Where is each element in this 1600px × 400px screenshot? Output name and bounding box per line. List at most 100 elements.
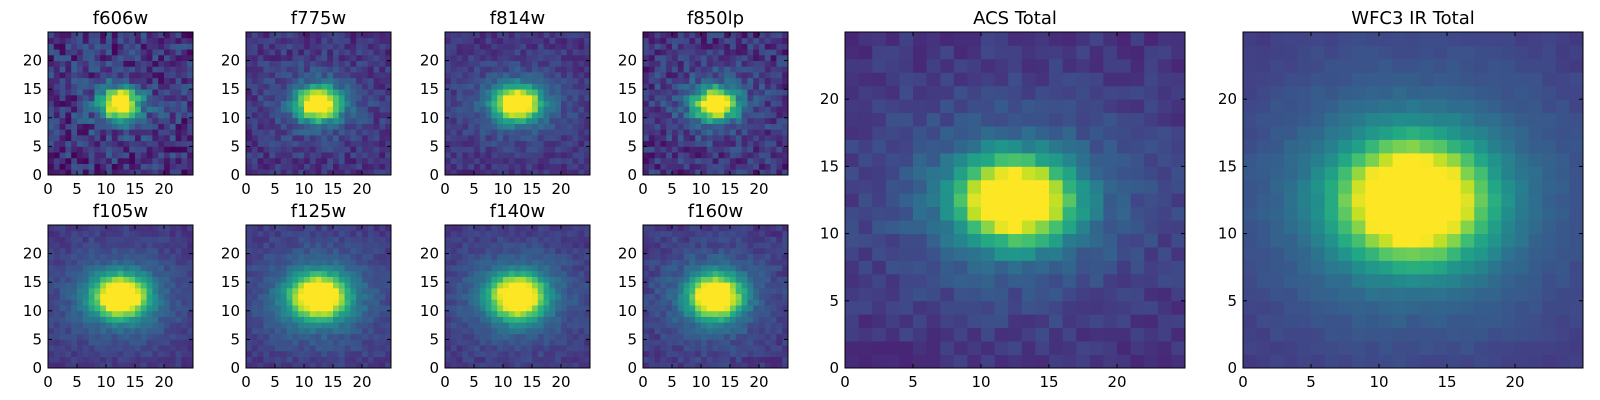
heatmap-cell: [672, 169, 679, 176]
heatmap-cell: [578, 265, 585, 272]
heatmap-cell: [584, 89, 591, 96]
heatmap-cell: [689, 152, 696, 159]
heatmap-cell: [474, 146, 481, 153]
heatmap-cell: [94, 356, 101, 363]
heatmap-cell: [741, 117, 748, 124]
heatmap-cell: [782, 123, 789, 130]
heatmap-cell: [158, 276, 165, 283]
heatmap-cell: [338, 37, 345, 44]
heatmap-cell: [543, 316, 550, 323]
heatmap-cell: [566, 140, 573, 147]
heatmap-cell: [187, 327, 194, 335]
heatmap-cell: [735, 129, 742, 136]
heatmap-cell: [555, 94, 562, 102]
heatmap-cell: [344, 293, 351, 300]
heatmap-cell: [445, 94, 452, 102]
heatmap-cell: [735, 310, 742, 317]
heatmap-cell: [689, 276, 696, 283]
heatmap-cell: [462, 299, 469, 306]
heatmap-cell: [479, 157, 486, 164]
heatmap-cell: [456, 225, 463, 232]
y-tick-label: 20: [221, 245, 240, 263]
heatmap-cell: [497, 299, 504, 306]
heatmap-cell: [753, 77, 760, 84]
heatmap-cell: [520, 60, 527, 67]
heatmap-cell: [263, 333, 270, 340]
heatmap-cell: [468, 66, 475, 73]
heatmap-cell: [146, 134, 153, 142]
heatmap-cell: [497, 129, 504, 136]
heatmap-cell: [385, 253, 392, 260]
heatmap-cell: [479, 106, 486, 113]
heatmap-cell: [48, 247, 55, 254]
heatmap-cell: [269, 282, 276, 289]
heatmap-cell: [315, 282, 322, 289]
heatmap-cell: [344, 146, 351, 153]
heatmap-cell: [485, 152, 492, 159]
heatmap-cell: [526, 89, 533, 96]
heatmap-cell: [286, 270, 293, 277]
heatmap-cell: [537, 316, 544, 323]
heatmap-cell: [474, 83, 481, 90]
heatmap-cell: [445, 230, 452, 237]
heatmap-cell: [315, 230, 322, 237]
heatmap-cell: [338, 236, 345, 243]
heatmap-cell: [497, 270, 504, 277]
heatmap-cell: [526, 117, 533, 124]
heatmap-cell: [379, 152, 386, 159]
heatmap-cell: [561, 316, 568, 323]
heatmap-cell: [566, 134, 573, 142]
heatmap-cell: [450, 60, 457, 67]
heatmap-cell: [450, 270, 457, 277]
heatmap-cell: [350, 345, 357, 352]
heatmap-cell: [367, 270, 374, 277]
heatmap-cell: [666, 146, 673, 153]
heatmap-cell: [764, 140, 771, 147]
heatmap-cell: [764, 362, 771, 369]
heatmap-cell: [164, 282, 171, 289]
heatmap-cell: [269, 60, 276, 67]
heatmap-cell: [280, 66, 287, 73]
heatmap-cell: [584, 66, 591, 73]
heatmap-cell: [269, 287, 276, 295]
heatmap-cell: [462, 293, 469, 300]
heatmap-cell: [526, 327, 533, 335]
heatmap-cell: [48, 43, 55, 50]
heatmap-cell: [373, 134, 380, 142]
heatmap-cell: [485, 333, 492, 340]
heatmap-cell: [695, 134, 702, 142]
heatmap-cell: [572, 259, 579, 266]
heatmap-cell: [71, 236, 78, 243]
heatmap-cell: [344, 242, 351, 249]
heatmap-cell: [683, 83, 690, 90]
heatmap-cell: [660, 37, 667, 44]
heatmap-cell: [450, 293, 457, 300]
heatmap-cell: [566, 247, 573, 254]
heatmap-cell: [468, 83, 475, 90]
heatmap-cell: [672, 77, 679, 84]
heatmap-cell: [298, 247, 305, 254]
heatmap-cell: [526, 123, 533, 130]
heatmap-cell: [445, 146, 452, 153]
heatmap-cell: [181, 282, 188, 289]
heatmap-cell: [537, 94, 544, 102]
heatmap-cell: [660, 32, 667, 39]
heatmap-cell: [152, 157, 159, 164]
heatmap-cell: [350, 152, 357, 159]
heatmap-cell: [321, 60, 328, 67]
heatmap-cell: [654, 60, 661, 67]
heatmap-cell: [292, 247, 299, 254]
heatmap-cell: [71, 72, 78, 79]
heatmap-cell: [503, 146, 510, 153]
heatmap-cell: [71, 152, 78, 159]
heatmap-cell: [164, 356, 171, 363]
heatmap-cell: [146, 152, 153, 159]
heatmap-cell: [479, 265, 486, 272]
heatmap-cell: [164, 339, 171, 346]
heatmap-cell: [53, 310, 60, 317]
heatmap-cell: [269, 100, 276, 107]
heatmap-cell: [327, 327, 334, 335]
heatmap-cell: [776, 112, 783, 119]
heatmap-cell: [379, 230, 386, 237]
x-tick-label: 10: [691, 180, 710, 198]
